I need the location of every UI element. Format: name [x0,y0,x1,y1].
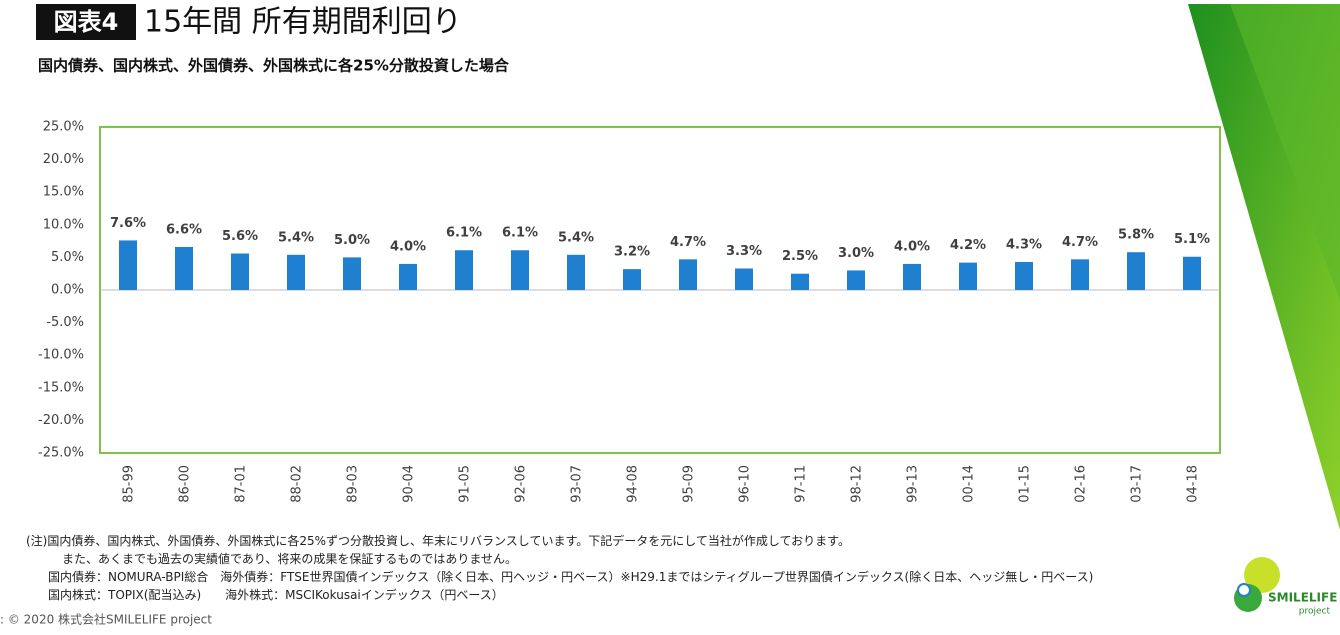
bar [959,262,977,290]
x-tick-label: 91-05 [458,465,473,503]
value-label: 3.2% [614,245,650,260]
note: (注)国内債券、国内株式、外国債券、外国株式に各25%ずつ分散投資し、年末にリバ… [26,534,850,548]
value-label: 5.4% [278,230,314,245]
y-tick-label: 20.0% [43,152,84,167]
x-tick-label: 02-16 [1074,465,1089,503]
value-label: 4.0% [390,239,426,254]
bar [175,246,193,290]
value-label: 5.4% [558,230,594,245]
y-tick-label: 15.0% [43,185,84,200]
y-tick-label: 10.0% [43,217,84,232]
x-tick-label: 88-02 [290,465,305,503]
note: 国内株式：TOPIX(配当込み) 海外株式：MSCIKokusaiインデックス（… [48,588,504,602]
bar [679,259,697,290]
y-tick-label: -20.0% [38,413,84,428]
bar [847,270,865,290]
bar [1127,252,1145,290]
subtitle: 国内債券、国内株式、外国債券、外国株式に各25%分散投資した場合 [38,57,510,75]
badge-box [36,4,136,40]
x-tick-label: 98-12 [850,465,865,503]
bar [567,254,585,290]
logo-sub: project [1299,607,1331,617]
x-tick-label: 85-99 [122,465,137,503]
bar [791,273,809,290]
bar [735,268,753,290]
bar [119,240,137,290]
value-label: 5.0% [334,233,370,248]
chart-title: 15年間 所有期間利回り [144,5,462,40]
bar [511,250,529,290]
value-label: 7.6% [110,216,146,231]
value-label: 3.0% [838,246,874,261]
bar [903,263,921,290]
value-label: 4.2% [950,238,986,253]
bar [1183,256,1201,290]
x-tick-label: 04-18 [1186,465,1201,503]
y-tick-label: 25.0% [43,120,84,135]
x-tick-label: 92-06 [514,465,529,503]
x-tick-label: 86-00 [178,465,193,503]
x-tick-label: 89-03 [346,465,361,503]
bar [1071,259,1089,290]
bar [343,257,361,290]
x-tick-label: 99-13 [906,465,921,503]
y-tick-label: -15.0% [38,380,84,395]
bar [1015,261,1033,290]
x-tick-label: 01-15 [1018,465,1033,503]
y-tick-label: 5.0% [51,250,84,265]
y-tick-label: -5.0% [46,315,84,330]
value-label: 5.6% [222,229,258,244]
bar [623,269,641,290]
y-tick-label: -10.0% [38,348,84,363]
value-label: 5.8% [1118,228,1154,243]
value-label: 3.3% [726,244,762,259]
x-tick-label: 94-08 [626,465,641,503]
x-tick-label: 97-11 [794,465,809,503]
bar [455,250,473,290]
x-tick-label: 95-09 [682,465,697,503]
value-label: 4.7% [670,235,706,250]
logo-mark [1244,557,1280,593]
bar [231,253,249,290]
y-tick-label: -25.0% [38,446,84,461]
badge: 図表4 [54,8,119,36]
value-label: 2.5% [782,249,818,264]
value-label: 4.0% [894,239,930,254]
copyright: : © 2020 株式会社SMILELIFE project [0,612,212,627]
logo-mark [1237,583,1251,597]
value-label: 6.1% [502,226,538,241]
note: また、あくまでも過去の実績値であり、将来の成果を保証するものではありません。 [62,552,518,566]
value-label: 6.6% [166,222,202,237]
note: 国内債券：NOMURA-BPI総合 海外債券：FTSE世界国債インデックス（除く… [48,570,1094,584]
x-tick-label: 03-17 [1130,465,1145,503]
y-tick-label: 0.0% [51,283,84,298]
x-tick-label: 93-07 [570,465,585,503]
x-tick-label: 90-04 [402,465,417,503]
x-tick-label: 96-10 [738,465,753,503]
logo-text: SMILELIFE [1268,591,1337,605]
bar [399,263,417,290]
decoration [1230,4,1340,300]
value-label: 4.7% [1062,235,1098,250]
x-tick-label: 00-14 [962,465,977,503]
value-label: 6.1% [446,226,482,241]
x-tick-label: 87-01 [234,465,249,503]
bar [287,254,305,290]
value-label: 5.1% [1174,232,1210,247]
value-label: 4.3% [1006,237,1042,252]
